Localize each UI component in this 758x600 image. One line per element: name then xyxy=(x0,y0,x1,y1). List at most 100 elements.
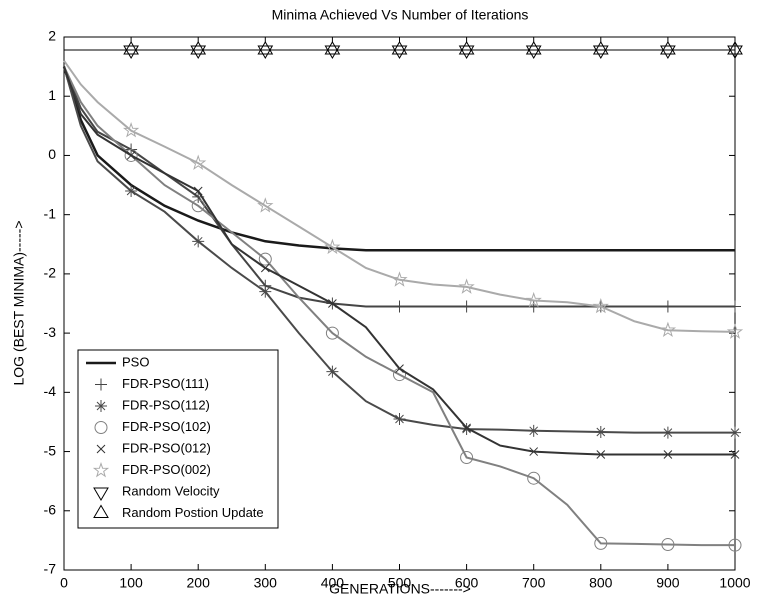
marker xyxy=(193,186,203,196)
marker xyxy=(395,364,404,373)
x-tick-label: 0 xyxy=(60,575,68,591)
marker xyxy=(393,412,406,425)
marker xyxy=(460,423,473,436)
y-tick-label: -4 xyxy=(44,383,57,399)
x-tick-label: 1000 xyxy=(719,575,750,591)
x-tick-label: 100 xyxy=(119,575,143,591)
marker xyxy=(660,45,676,60)
marker xyxy=(594,536,608,550)
marker xyxy=(328,299,337,308)
legend-marker xyxy=(96,444,106,454)
marker xyxy=(191,199,205,213)
marker xyxy=(123,41,139,55)
x-tick-label: 400 xyxy=(321,575,345,591)
marker xyxy=(527,471,541,485)
marker xyxy=(525,41,542,55)
marker xyxy=(190,41,207,55)
marker xyxy=(391,41,408,55)
marker xyxy=(324,41,341,55)
y-tick-label: -2 xyxy=(44,265,57,281)
marker xyxy=(324,45,341,60)
x-tick-label: 500 xyxy=(388,575,412,591)
legend-marker xyxy=(95,378,107,391)
y-tick-label: -7 xyxy=(44,561,57,577)
y-tick-label: 2 xyxy=(48,28,56,44)
marker xyxy=(729,426,741,439)
marker xyxy=(257,197,274,213)
marker xyxy=(727,41,743,55)
legend-label: FDR-PSO(112) xyxy=(122,397,210,412)
marker xyxy=(324,238,341,255)
series-line xyxy=(63,60,736,333)
y-tick-label: -3 xyxy=(44,324,57,340)
marker xyxy=(727,45,743,60)
marker xyxy=(260,263,270,273)
legend-marker xyxy=(92,461,110,478)
marker xyxy=(525,45,542,60)
marker xyxy=(661,426,674,439)
marker xyxy=(596,450,606,459)
marker xyxy=(592,297,609,314)
chart-title: Minima Achieved Vs Number of Iterations xyxy=(272,7,529,23)
legend-label: FDR-PSO(111) xyxy=(122,376,209,391)
marker xyxy=(190,45,207,60)
marker xyxy=(124,148,138,162)
legend-label: PSO xyxy=(122,354,149,369)
marker xyxy=(259,285,272,298)
x-axis-label: GENERATIONS-------> xyxy=(329,581,471,597)
y-tick-label: 0 xyxy=(48,146,56,162)
marker xyxy=(529,447,539,456)
y-tick-label: -5 xyxy=(44,442,57,458)
series-line xyxy=(63,66,735,547)
marker xyxy=(325,326,339,340)
x-tick-label: 700 xyxy=(522,575,546,591)
marker xyxy=(661,300,674,313)
marker xyxy=(257,41,274,55)
marker xyxy=(190,154,207,171)
marker xyxy=(123,45,139,60)
marker xyxy=(594,426,607,439)
series-line xyxy=(63,66,735,308)
series-line xyxy=(63,66,735,456)
marker xyxy=(393,300,406,313)
legend-marker xyxy=(94,421,108,434)
marker xyxy=(661,538,675,552)
marker xyxy=(391,271,408,287)
x-tick-label: 900 xyxy=(656,575,680,591)
legend-marker xyxy=(93,504,109,518)
legend-box xyxy=(77,349,279,529)
marker xyxy=(726,323,744,339)
marker xyxy=(663,450,673,459)
legend-label: Random Postion Update xyxy=(122,505,264,520)
marker xyxy=(462,423,471,433)
marker xyxy=(592,41,609,55)
marker xyxy=(257,45,274,60)
x-tick-label: 800 xyxy=(589,575,613,591)
x-tick-label: 300 xyxy=(254,575,278,591)
legend-marker xyxy=(95,400,107,412)
marker xyxy=(326,365,339,378)
legend-label: FDR-PSO(102) xyxy=(122,419,211,434)
marker xyxy=(729,300,741,313)
legend-label: FDR-PSO(002) xyxy=(122,462,211,477)
y-axis-label: LOG (BEST MINIMA)-----> xyxy=(11,220,27,385)
marker xyxy=(730,450,740,459)
marker xyxy=(258,252,272,266)
marker xyxy=(527,424,540,437)
x-tick-label: 600 xyxy=(455,575,479,591)
marker xyxy=(192,235,205,248)
y-tick-label: -1 xyxy=(44,205,57,221)
marker xyxy=(525,291,542,308)
marker xyxy=(592,45,609,60)
marker xyxy=(728,538,742,552)
marker xyxy=(659,321,677,338)
marker xyxy=(391,45,408,60)
marker xyxy=(126,151,136,160)
legend-label: Random Velocity xyxy=(122,483,220,498)
marker xyxy=(122,122,140,138)
x-tick-label: 200 xyxy=(187,575,211,591)
series-line xyxy=(63,66,735,434)
marker xyxy=(458,45,475,60)
y-tick-label: -6 xyxy=(44,501,57,517)
